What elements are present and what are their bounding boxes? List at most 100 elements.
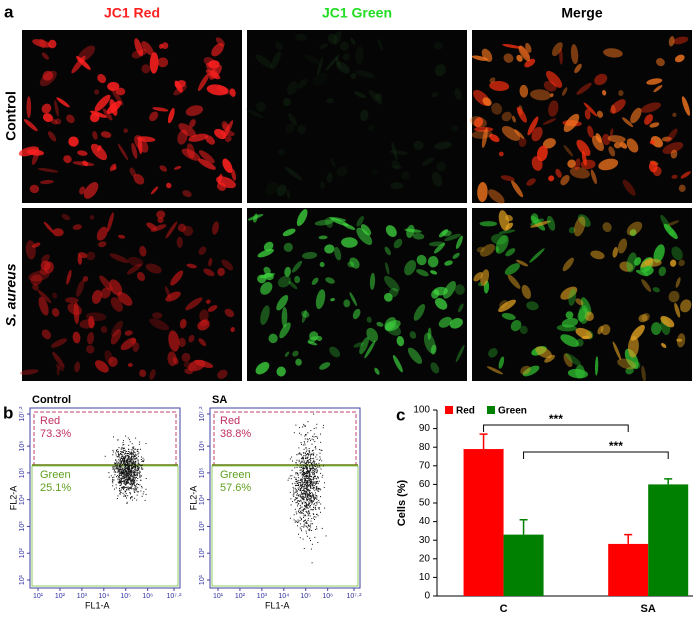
event — [129, 441, 131, 443]
y-tick-label: 10³ — [199, 521, 206, 532]
event — [119, 482, 121, 484]
cell — [519, 84, 529, 98]
cell — [671, 246, 683, 261]
cell — [406, 224, 415, 238]
event — [126, 464, 127, 466]
cell — [577, 308, 588, 322]
event — [304, 478, 306, 480]
event — [124, 463, 126, 465]
event — [295, 520, 297, 522]
event — [135, 475, 137, 477]
event — [303, 423, 305, 425]
legend-label: Green — [498, 406, 527, 417]
event — [307, 472, 309, 474]
event — [312, 495, 314, 497]
event — [313, 436, 315, 438]
cell — [347, 261, 355, 268]
cell — [384, 246, 391, 256]
event — [316, 471, 318, 473]
event — [308, 510, 310, 512]
event — [313, 462, 315, 464]
event — [314, 496, 316, 498]
event — [126, 503, 128, 504]
event — [119, 480, 121, 482]
event — [320, 441, 322, 443]
y-tick-label: 10³ — [19, 521, 26, 532]
event — [307, 469, 309, 471]
event — [306, 472, 308, 474]
event — [309, 479, 311, 481]
cell — [47, 131, 57, 142]
cell — [393, 238, 403, 249]
event — [316, 495, 317, 497]
cell — [41, 329, 52, 340]
event — [295, 484, 297, 486]
event — [131, 488, 133, 490]
cell — [384, 320, 401, 332]
event — [118, 480, 120, 482]
event — [120, 482, 122, 484]
event — [133, 450, 135, 452]
event — [302, 493, 304, 495]
cell — [594, 356, 599, 376]
cell — [257, 248, 274, 258]
event — [123, 473, 125, 475]
cell — [627, 335, 639, 358]
event — [313, 488, 314, 490]
event — [296, 464, 298, 466]
cell — [207, 305, 218, 312]
bracket — [483, 424, 629, 432]
event — [308, 477, 310, 479]
micrograph — [472, 208, 692, 382]
cell — [32, 242, 41, 248]
cell — [94, 89, 100, 95]
event — [293, 432, 295, 434]
event — [305, 490, 307, 492]
event — [306, 486, 308, 488]
event — [315, 516, 317, 518]
event — [309, 490, 311, 492]
event — [129, 487, 131, 489]
event — [300, 491, 302, 493]
event — [129, 477, 130, 479]
cell — [98, 241, 107, 248]
cell — [430, 344, 437, 355]
event — [127, 437, 129, 439]
event — [131, 459, 133, 461]
bracket — [523, 451, 669, 459]
event — [131, 475, 133, 477]
event — [308, 501, 310, 503]
event — [139, 484, 141, 486]
event — [299, 496, 301, 497]
event — [303, 498, 305, 500]
event — [120, 468, 122, 470]
event — [305, 493, 306, 495]
event — [131, 496, 133, 498]
event — [302, 457, 304, 459]
cell — [288, 113, 297, 126]
event — [306, 468, 308, 470]
event — [120, 458, 121, 460]
event — [315, 456, 317, 458]
cell — [573, 216, 586, 237]
event — [134, 455, 135, 457]
event — [312, 467, 314, 469]
cell — [672, 112, 677, 117]
cell — [597, 325, 604, 335]
event — [132, 480, 134, 482]
event — [128, 458, 129, 460]
cell — [82, 160, 89, 167]
cell — [630, 107, 642, 124]
event — [133, 458, 135, 460]
cell — [354, 91, 366, 98]
event — [120, 477, 122, 479]
event — [293, 492, 295, 494]
event — [123, 487, 125, 489]
event — [306, 489, 308, 491]
event — [318, 459, 320, 461]
event — [309, 499, 311, 501]
event — [141, 485, 143, 487]
y-tick-label: 70 — [419, 460, 431, 471]
event — [311, 500, 312, 501]
event — [296, 494, 298, 496]
